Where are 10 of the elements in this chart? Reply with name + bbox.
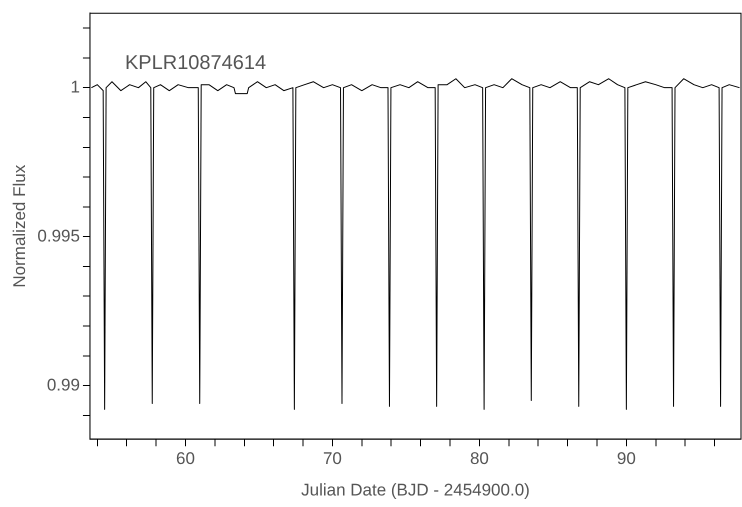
x-tick-label: 60 [176,449,195,468]
x-tick-label: 80 [470,449,489,468]
y-tick-label: 0.995 [37,226,80,246]
y-tick-label: 1 [70,77,80,96]
annotation: KPLR10874614 [124,52,266,74]
x-axis-title: Julian Date (BJD - 2454900.0) [301,480,530,500]
x-tick-label: 70 [322,449,342,468]
x-tick-label: 90 [616,449,636,468]
y-tick-label: 0.99 [46,375,80,394]
y-axis-title: Normalized Flux [10,164,29,288]
